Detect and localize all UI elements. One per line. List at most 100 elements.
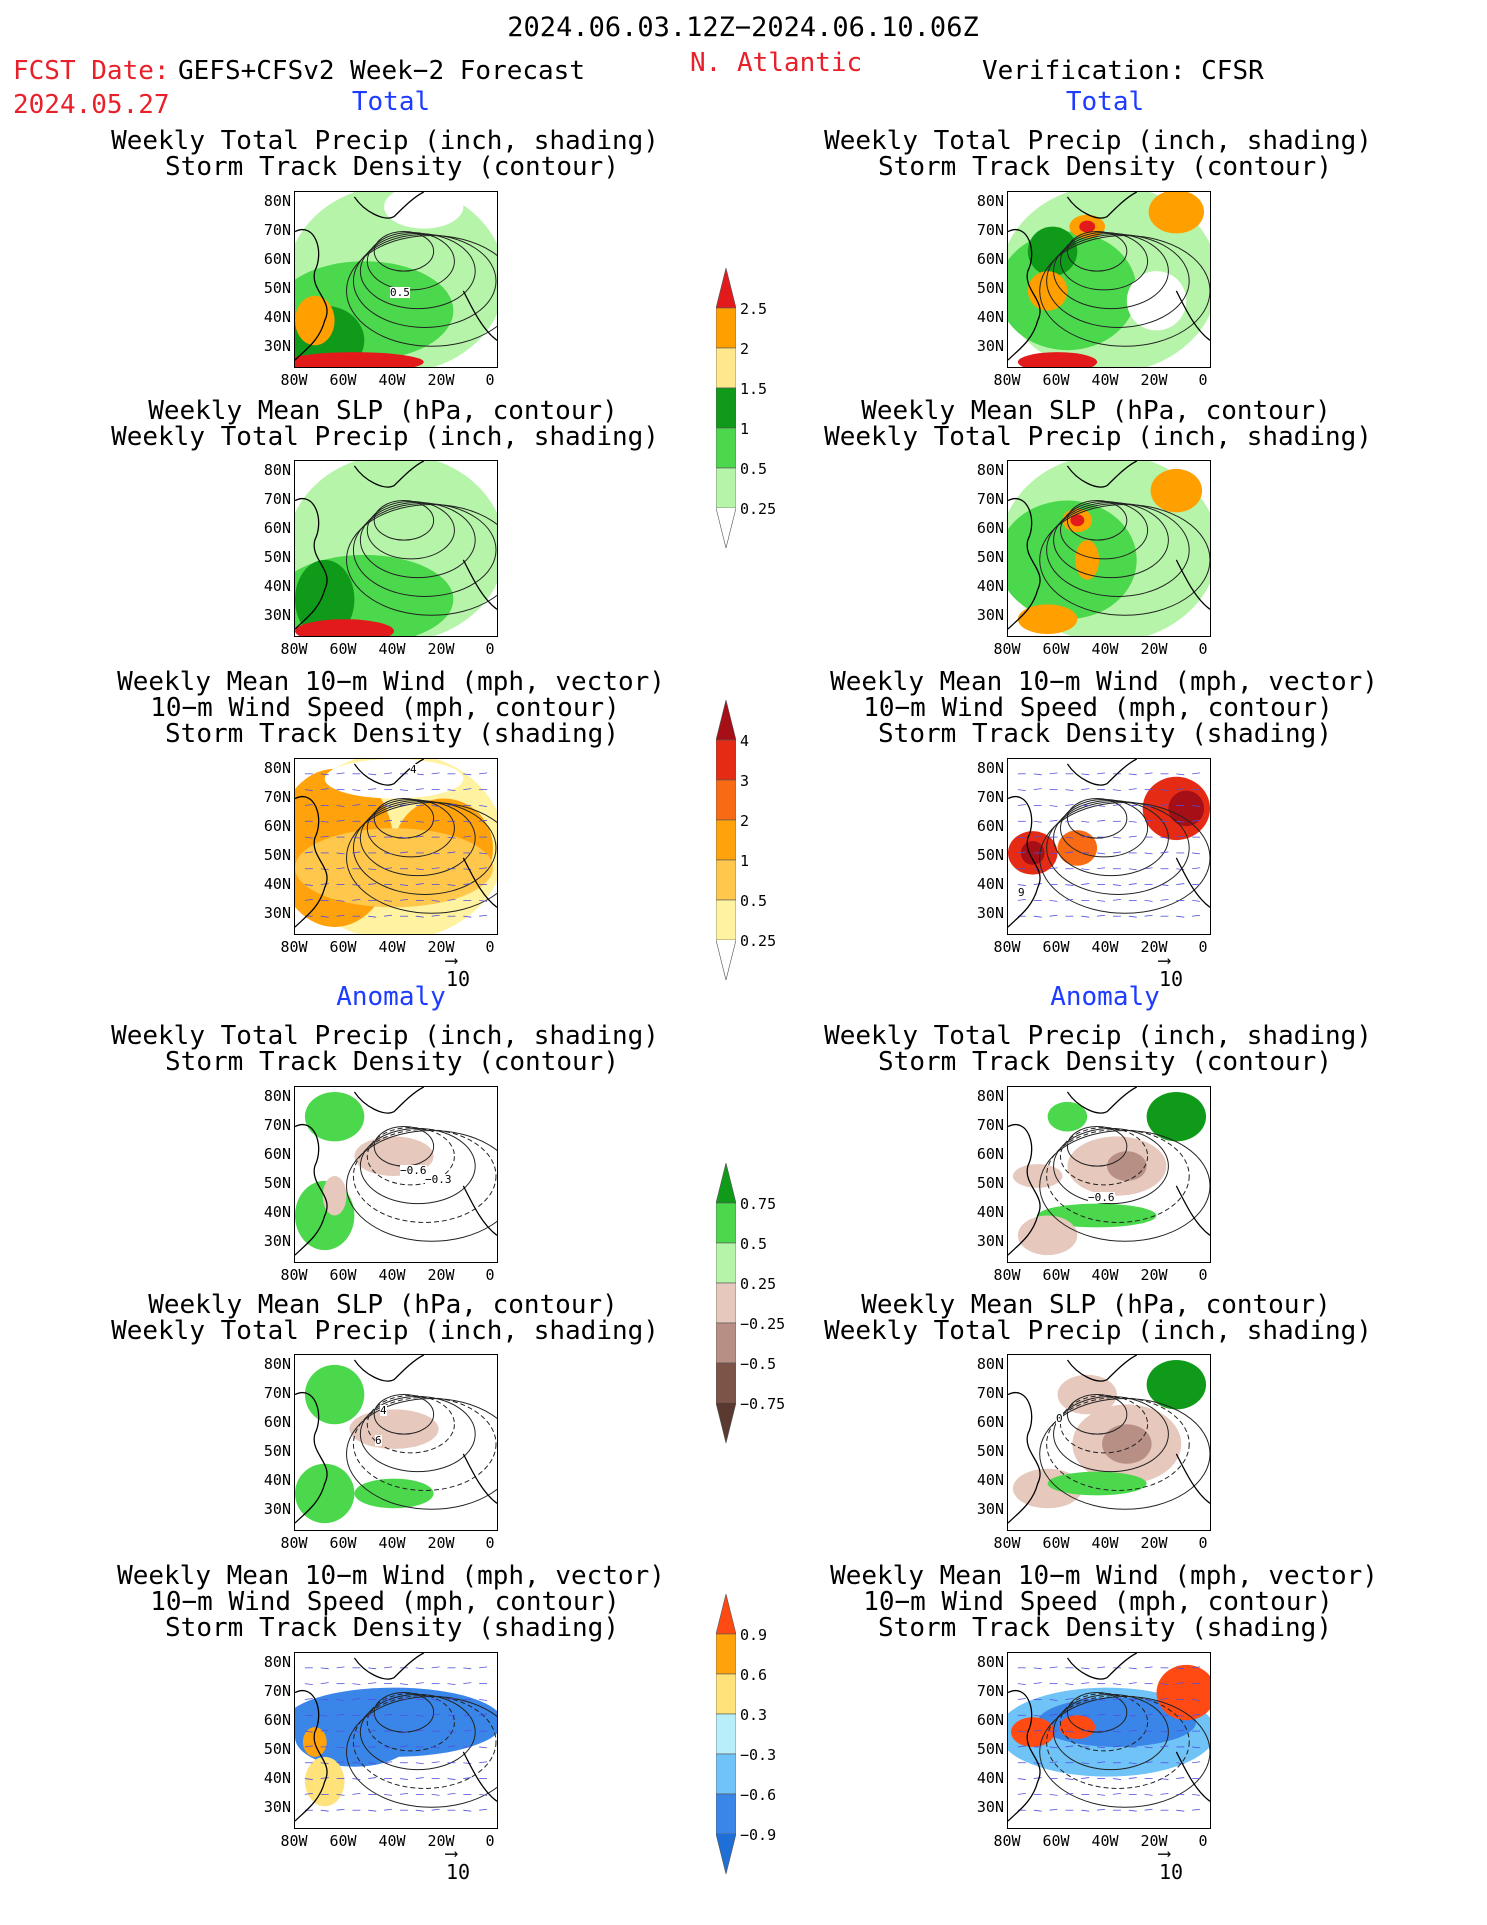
shading-area (1057, 830, 1098, 866)
shading-area (1017, 352, 1098, 367)
wind-vector (1128, 1762, 1137, 1765)
vector-reference: ⟶ 10 (446, 950, 471, 992)
title-precip-shading: Weekly Total Precip (inch, shading) (111, 1316, 659, 1346)
latitude-label: 50N (263, 846, 291, 864)
latitude-label: 50N (976, 1740, 1004, 1758)
longitude-label: 0 (485, 1266, 495, 1284)
wind-vector (1033, 1809, 1042, 1812)
longitude-label: 20W (1140, 938, 1168, 956)
contour-label: −0.6 (400, 1164, 427, 1177)
latitude-label: 60N (263, 250, 291, 268)
latitude-label: 30N (263, 904, 291, 922)
wind-vector (1065, 836, 1074, 839)
latitude-label: 80N (263, 1653, 291, 1671)
wind-vector (447, 1730, 456, 1733)
wind-vector (431, 914, 440, 917)
wind-vector (304, 804, 313, 806)
model-label: GEFS+CFSv2 Week−2 Forecast (178, 56, 585, 86)
wind-vector (352, 804, 361, 806)
contour-line (359, 233, 476, 310)
title-precip: Weekly Total Precip (inch, shading) (824, 126, 1372, 156)
wind-vector (1049, 1746, 1058, 1749)
wind-vector (479, 1793, 488, 1796)
wind-vector (320, 1809, 329, 1812)
wind-vector (399, 1778, 408, 1780)
longitude-label: 40W (1091, 1266, 1119, 1284)
wind-vector (1033, 883, 1042, 885)
longitude-label: 60W (329, 640, 357, 658)
latitude-label: 40N (976, 308, 1004, 326)
map-panel (1007, 460, 1211, 637)
wind-vector (1097, 1793, 1106, 1796)
wind-vector (1033, 773, 1042, 776)
contour-line (373, 1692, 435, 1733)
title-precip-shading: Weekly Total Precip (inch, shading) (111, 422, 659, 452)
wind-vector (1192, 805, 1201, 807)
map-canvas (1008, 1355, 1210, 1524)
colorbar-swatch (715, 819, 737, 861)
longitude-label: 80W (993, 1832, 1021, 1850)
shading-area (1102, 1424, 1152, 1464)
wind-vector (384, 1666, 393, 1669)
map-canvas (1008, 1653, 1210, 1822)
wind-vector (384, 819, 393, 822)
wind-vector (368, 773, 377, 776)
contour-line (346, 1130, 497, 1242)
latitude-label: 80N (976, 1355, 1004, 1373)
section-total-right: Total (1065, 87, 1145, 117)
coastline (1008, 759, 1210, 928)
longitude-label: 80W (280, 1534, 308, 1552)
wind-vector (320, 820, 329, 823)
map-canvas (295, 1653, 497, 1822)
wind-vector (384, 852, 393, 855)
title-storm-contour: Storm Track Density (contour) (165, 1047, 619, 1077)
wind-vector (1176, 835, 1185, 838)
wind-vector (1128, 1714, 1137, 1717)
wind-vector (1081, 883, 1090, 885)
wind-vector (399, 804, 408, 806)
colorbar-swatch (715, 1322, 737, 1364)
wind-vector (1112, 1683, 1121, 1686)
colorbar-label: −0.25 (740, 1315, 786, 1333)
contour-line (1053, 1128, 1169, 1205)
wind-vector (336, 1808, 345, 1811)
wind-vector (479, 1713, 488, 1716)
longitude-label: 40W (378, 938, 406, 956)
latitude-label: 30N (263, 1232, 291, 1250)
wind-vector (336, 867, 345, 870)
wind-vector (1144, 867, 1153, 870)
wind-vector (1112, 789, 1121, 792)
wind-vector (1192, 1713, 1201, 1716)
colorbar-tail (715, 1402, 737, 1444)
wind-vector (1049, 819, 1058, 822)
latitude-label: 80N (263, 1087, 291, 1105)
wind-vector (1033, 1714, 1042, 1717)
wind-vector (463, 1682, 472, 1685)
longitude-label: 40W (1091, 938, 1119, 956)
contour-line (1059, 799, 1149, 858)
wind-vector (1065, 804, 1074, 806)
wind-vector (431, 852, 440, 855)
wind-vector (304, 1698, 313, 1700)
wind-vector (1112, 1730, 1121, 1733)
colorbar-swatch (715, 1673, 737, 1715)
colorbar-label: 2.5 (740, 300, 768, 318)
wind-vector (1081, 1809, 1090, 1812)
wind-vector (399, 1745, 408, 1748)
wind-vector (1176, 1682, 1185, 1685)
wind-vector (304, 1730, 313, 1733)
wind-vector (304, 1745, 313, 1748)
wind-vector (1049, 1666, 1058, 1669)
wind-vector (352, 1683, 361, 1686)
wind-vector (1033, 1682, 1042, 1685)
wind-vector (415, 1762, 424, 1765)
vector-reference: ⟶ 10 (446, 1843, 471, 1885)
longitude-label: 60W (1042, 938, 1070, 956)
wind-vector (1128, 1667, 1137, 1670)
latitude-label: 30N (976, 1500, 1004, 1518)
longitude-label: 80W (280, 371, 308, 389)
latitude-label: 60N (263, 1145, 291, 1163)
contour-label: −0.6 (1088, 1191, 1115, 1204)
wind-vector (336, 1793, 345, 1796)
wind-vector (415, 788, 424, 791)
